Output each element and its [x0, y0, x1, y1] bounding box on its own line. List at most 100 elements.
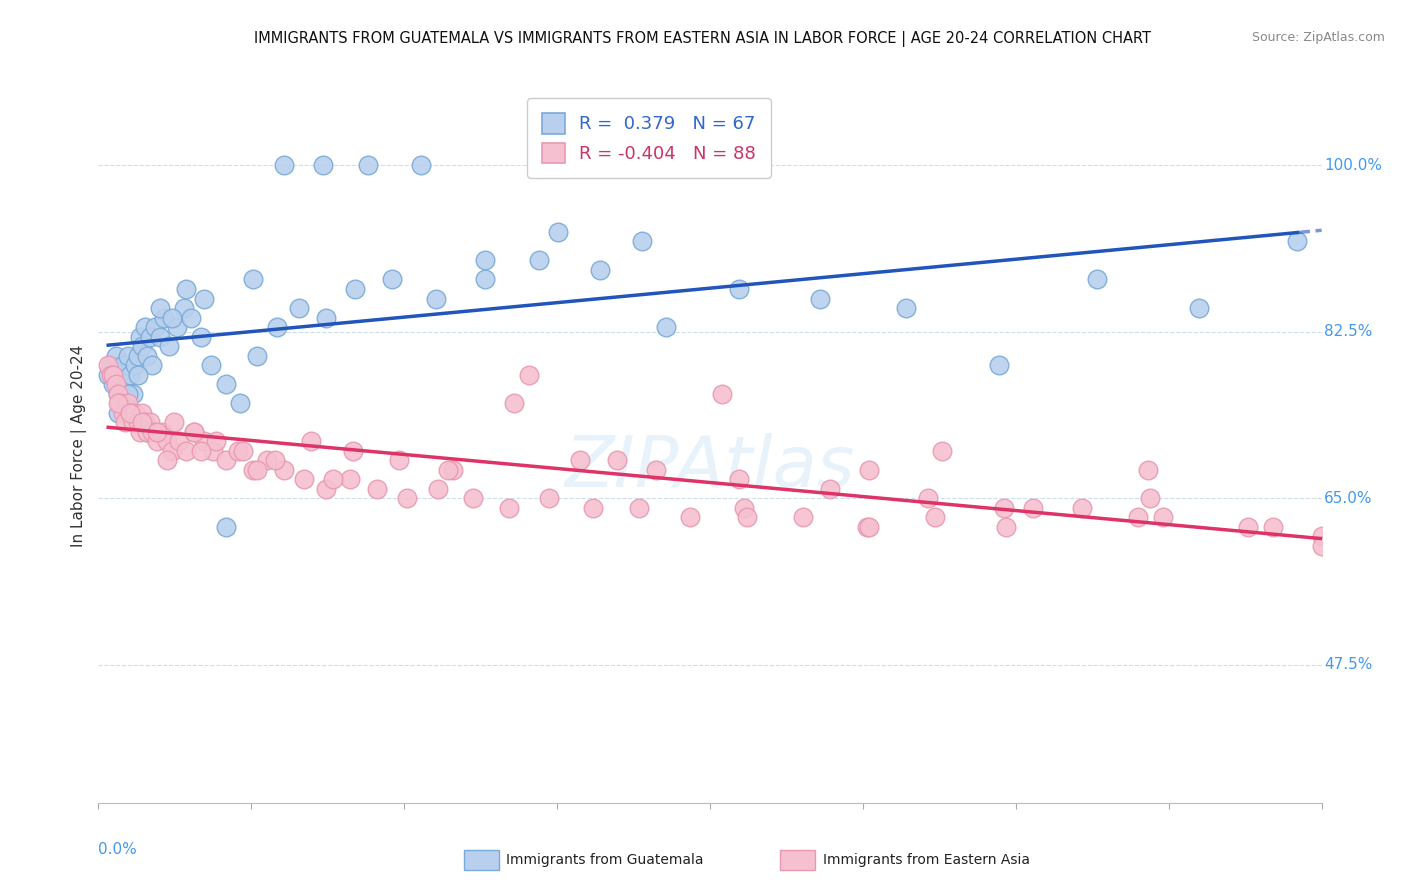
Point	[517, 368, 540, 382]
Point	[124, 358, 146, 372]
Text: ZIPAtlas: ZIPAtlas	[565, 433, 855, 502]
Point	[292, 472, 315, 486]
Point	[246, 463, 269, 477]
Point	[193, 434, 215, 449]
Point	[342, 443, 364, 458]
Point	[366, 482, 388, 496]
Point	[120, 406, 142, 420]
Point	[858, 520, 880, 534]
Point	[176, 282, 198, 296]
Y-axis label: In Labor Force | Age 20-24: In Labor Force | Age 20-24	[72, 345, 87, 547]
Point	[645, 463, 668, 477]
Point	[214, 377, 236, 392]
Point	[322, 472, 344, 486]
Point	[214, 453, 236, 467]
Point	[114, 377, 136, 392]
Point	[242, 463, 264, 477]
Point	[344, 282, 367, 296]
Point	[127, 415, 149, 429]
Point	[232, 443, 254, 458]
Point	[931, 443, 953, 458]
Point	[606, 453, 628, 467]
Point	[256, 453, 278, 467]
Point	[818, 482, 841, 496]
Point	[120, 368, 142, 382]
Point	[273, 158, 295, 172]
Point	[1139, 491, 1161, 506]
Point	[425, 292, 447, 306]
Point	[107, 406, 129, 420]
Point	[104, 377, 127, 392]
Point	[157, 339, 180, 353]
Point	[156, 453, 179, 467]
Point	[589, 263, 612, 277]
Point	[117, 396, 139, 410]
Point	[339, 472, 361, 486]
Point	[503, 396, 526, 410]
Point	[655, 320, 678, 334]
Point	[202, 443, 225, 458]
Point	[1136, 463, 1159, 477]
Point	[242, 272, 264, 286]
Point	[630, 235, 652, 249]
Point	[1085, 272, 1108, 286]
Point	[381, 272, 404, 286]
Point	[111, 358, 134, 372]
Point	[127, 349, 149, 363]
Point	[569, 453, 592, 467]
Point	[728, 282, 751, 296]
Point	[441, 463, 464, 477]
Point	[498, 500, 520, 515]
Point	[537, 491, 560, 506]
Point	[200, 358, 222, 372]
Point	[356, 158, 378, 172]
Text: Immigrants from Guatemala: Immigrants from Guatemala	[506, 853, 703, 867]
Point	[388, 453, 411, 467]
Point	[808, 292, 831, 306]
Point	[110, 368, 132, 382]
Point	[733, 500, 755, 515]
Point	[437, 463, 460, 477]
Point	[993, 500, 1015, 515]
Text: 82.5%: 82.5%	[1324, 325, 1372, 339]
Point	[855, 520, 877, 534]
Point	[288, 301, 311, 315]
Point	[547, 225, 569, 239]
Point	[266, 320, 288, 334]
Point	[131, 406, 153, 420]
Point	[205, 434, 228, 449]
Point	[214, 520, 236, 534]
Point	[136, 425, 159, 439]
Point	[141, 425, 163, 439]
Point	[711, 386, 734, 401]
Point	[894, 301, 917, 315]
Point	[117, 386, 139, 401]
Point	[792, 510, 814, 524]
Point	[273, 463, 295, 477]
Point	[173, 301, 195, 315]
Point	[160, 310, 183, 325]
Point	[134, 415, 156, 429]
Point	[226, 443, 249, 458]
Point	[312, 158, 335, 172]
Point	[395, 491, 418, 506]
Point	[100, 358, 122, 372]
Point	[136, 425, 159, 439]
Point	[150, 425, 173, 439]
Point	[315, 310, 337, 325]
Point	[1310, 529, 1333, 543]
Point	[1152, 510, 1174, 524]
Text: Immigrants from Eastern Asia: Immigrants from Eastern Asia	[823, 853, 1029, 867]
Point	[411, 158, 433, 172]
Point	[299, 434, 322, 449]
Point	[1128, 510, 1150, 524]
Text: 47.5%: 47.5%	[1324, 657, 1372, 673]
Point	[474, 253, 496, 268]
Point	[134, 320, 156, 334]
Point	[139, 415, 162, 429]
Point	[183, 425, 205, 439]
Point	[100, 368, 122, 382]
Point	[1237, 520, 1260, 534]
Point	[97, 368, 120, 382]
Point	[107, 396, 129, 410]
